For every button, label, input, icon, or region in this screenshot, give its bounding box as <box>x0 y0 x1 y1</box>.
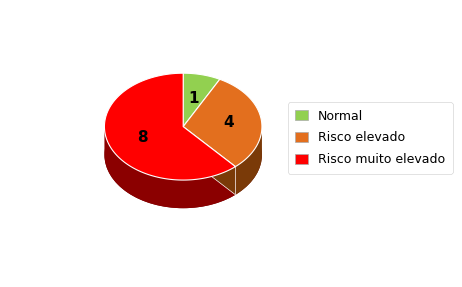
Text: 1: 1 <box>188 91 199 106</box>
Legend: Normal, Risco elevado, Risco muito elevado: Normal, Risco elevado, Risco muito eleva… <box>288 102 452 174</box>
Text: 8: 8 <box>137 129 148 145</box>
Polygon shape <box>104 73 236 180</box>
Polygon shape <box>104 127 236 208</box>
Ellipse shape <box>104 101 262 208</box>
Text: 4: 4 <box>223 115 234 130</box>
Polygon shape <box>236 127 262 195</box>
Polygon shape <box>183 127 236 195</box>
Polygon shape <box>183 79 262 167</box>
Polygon shape <box>183 73 220 127</box>
